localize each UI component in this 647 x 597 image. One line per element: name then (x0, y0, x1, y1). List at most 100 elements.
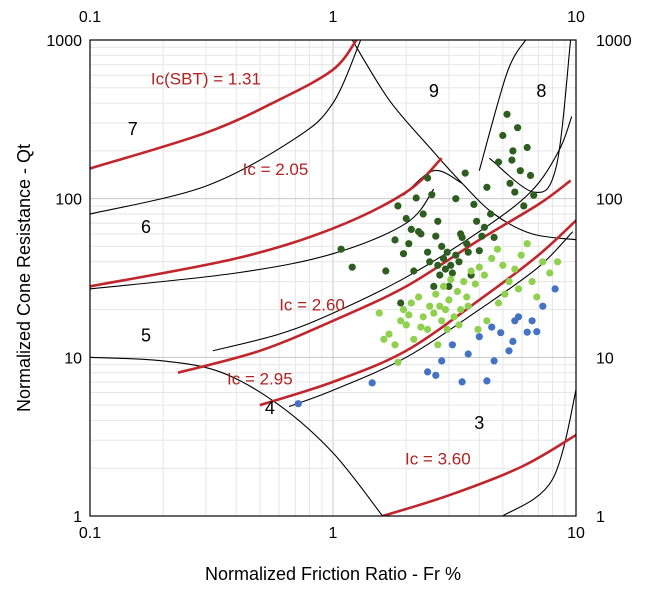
point-light (475, 263, 483, 271)
ic-curve-1 (90, 157, 443, 288)
point-dark (509, 147, 517, 155)
y-tick-left-100: 100 (55, 192, 82, 209)
point-blue (488, 323, 496, 331)
y-tick-right-100: 100 (596, 192, 623, 209)
point-blue (528, 317, 536, 325)
point-dark (478, 232, 486, 240)
y-axis-title: Normalized Cone Resistance - Qt (14, 144, 34, 412)
ic-curve-0 (90, 40, 358, 170)
point-light (397, 317, 405, 325)
point-dark (516, 167, 524, 175)
point-light (394, 358, 402, 366)
boundary-curve-3-right (502, 386, 576, 516)
point-light (457, 306, 465, 314)
point-light (464, 302, 472, 310)
ic-curve-2 (177, 179, 572, 374)
point-light (450, 313, 458, 321)
boundary-curve-8-9 (478, 40, 527, 171)
ic-curve-4 (382, 433, 576, 516)
point-blue (551, 285, 559, 293)
zone-label-8: 8 (536, 81, 546, 101)
x-tick-top-1: 1 (329, 9, 338, 26)
point-dark (434, 217, 442, 225)
point-dark (410, 267, 418, 275)
point-light (523, 240, 531, 248)
zone-label-9: 9 (429, 81, 439, 101)
zone-label-4: 4 (265, 398, 275, 418)
point-light (375, 309, 383, 317)
point-light (455, 321, 463, 329)
point-dark (394, 202, 402, 210)
point-dark (508, 156, 516, 164)
ic-curve-3 (259, 218, 576, 407)
point-blue (464, 350, 472, 358)
point-light (494, 299, 503, 307)
point-dark (514, 124, 522, 132)
point-blue (490, 357, 498, 365)
point-light (499, 261, 507, 269)
point-light (460, 278, 468, 286)
x-axis-title: Normalized Friction Ratio - Fr % (205, 564, 461, 584)
point-light (474, 325, 482, 333)
y-tick-left-1: 1 (73, 509, 82, 526)
point-light (539, 258, 547, 266)
y-tick-left-1000: 1000 (46, 33, 82, 50)
point-dark (475, 247, 483, 255)
ic-label-3: Ic = 2.95 (227, 369, 293, 388)
point-dark (461, 169, 469, 177)
point-dark (530, 191, 538, 199)
point-light (380, 335, 388, 343)
zone-label-7: 7 (128, 119, 138, 139)
grid (90, 40, 576, 516)
point-light (419, 313, 427, 321)
point-dark (397, 299, 405, 307)
point-dark (405, 240, 413, 248)
point-dark (452, 251, 460, 259)
point-light (424, 325, 432, 333)
point-light (417, 323, 425, 331)
point-blue (497, 329, 505, 337)
point-light (471, 280, 479, 288)
point-dark (448, 269, 456, 277)
point-dark (445, 282, 453, 290)
point-dark (428, 191, 436, 199)
x-tick-top-0.1: 0.1 (79, 9, 101, 26)
point-dark (473, 217, 481, 225)
zone-label-5: 5 (141, 325, 151, 345)
point-dark (419, 210, 427, 218)
point-light (402, 321, 410, 329)
point-light (533, 293, 541, 301)
x-tick-bottom-1: 1 (329, 525, 338, 542)
point-dark (483, 183, 491, 191)
point-dark (424, 248, 432, 256)
point-dark (424, 174, 432, 182)
boundary-curve-8-lower (489, 40, 572, 193)
point-blue (438, 357, 446, 365)
boundary-curve-5-4 (212, 116, 573, 352)
point-dark (526, 171, 535, 180)
point-light (399, 306, 408, 314)
y-tick-right-10: 10 (596, 350, 614, 367)
x-tick-top-10: 10 (567, 9, 585, 26)
zone-label-6: 6 (141, 217, 151, 237)
point-dark (434, 261, 442, 269)
point-light (441, 306, 449, 314)
point-blue (483, 377, 491, 385)
point-blue (294, 400, 302, 408)
zone-boundaries (90, 40, 576, 516)
y-tick-right-1000: 1000 (596, 33, 632, 50)
point-light (391, 341, 399, 349)
point-dark (455, 258, 463, 266)
point-dark (487, 210, 495, 218)
point-light (453, 287, 461, 296)
point-light (483, 317, 491, 325)
point-dark (382, 267, 390, 275)
ic-label-2: Ic = 2.60 (279, 296, 345, 315)
point-dark (430, 282, 438, 290)
point-blue (432, 371, 440, 379)
point-light (434, 341, 442, 349)
point-blue (424, 368, 432, 376)
point-dark (458, 233, 466, 241)
point-dark (511, 188, 519, 196)
